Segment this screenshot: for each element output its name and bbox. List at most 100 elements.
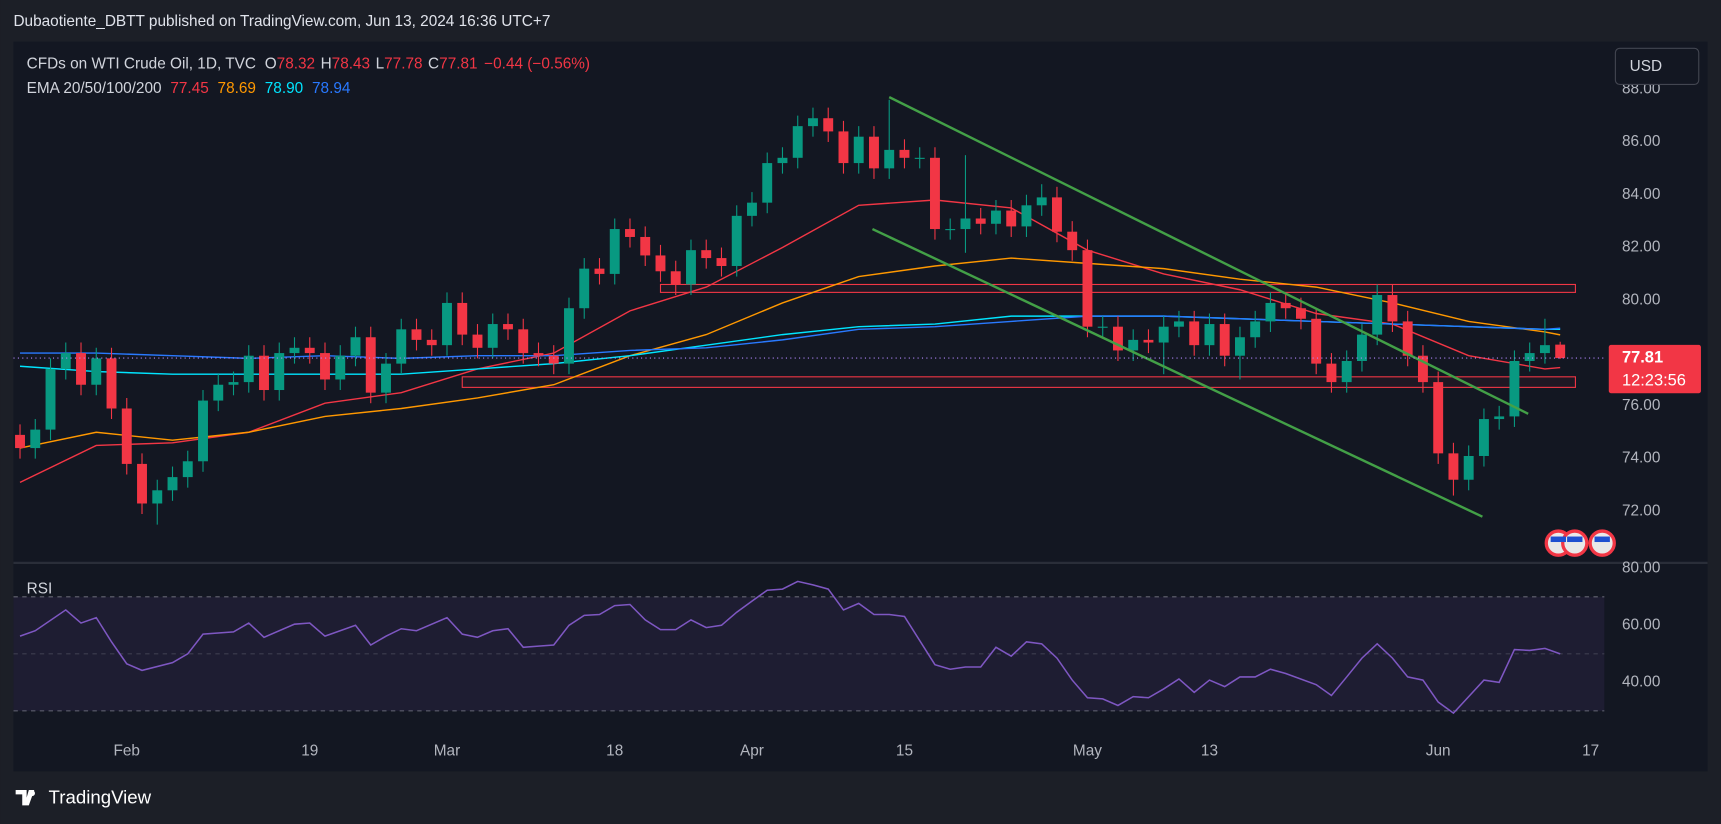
currency[interactable]: USD [1630,58,1662,75]
candle-body [259,355,269,391]
event-icon[interactable] [1588,529,1616,557]
candle-body [731,215,742,266]
last-price: 77.81 [1622,348,1663,366]
candle-body [487,324,498,348]
y-tick-label: 72.00 [1622,502,1660,519]
candle-body [411,329,422,340]
candle-body [1143,339,1154,343]
candle-body [289,347,300,354]
pane-title: RSI [27,580,53,597]
candle-body [320,353,330,380]
candle-body [1036,197,1047,206]
trendline [888,96,1529,415]
price-label-box [1608,344,1701,394]
candle-body [137,463,147,504]
x-tick-label: 15 [896,743,913,760]
ohlc-label: O [265,56,277,73]
candle-body [1097,326,1108,328]
candle-body [869,136,879,169]
candle-body [15,434,25,449]
candle-body [1509,360,1520,417]
candle-body [1356,334,1367,361]
candle-body [1463,455,1474,480]
y-tick-label: 84.00 [1622,186,1660,203]
change: −0.44 (−0.56%) [484,56,590,73]
candle-body [884,149,895,169]
legend-line: CFDs on WTI Crude Oil, 1D, TVC O78.32 H78.… [27,56,590,73]
candle-body [945,229,956,231]
candle-body [1067,231,1078,251]
event-icons [1544,529,1616,557]
x-tick-label: 17 [1582,743,1599,760]
candle-body [609,229,620,274]
trendline [871,227,1483,518]
brand: TradingView [49,787,152,808]
candle-body [228,382,239,385]
candle-body [1539,345,1550,354]
x-tick-label: May [1073,743,1102,760]
candle-body [213,384,224,401]
flag-stripe [1567,536,1583,543]
candle-body [899,149,910,158]
countdown: 12:23:56 [1622,371,1686,389]
ohlc-label: C [428,56,439,73]
candle-body [426,339,437,346]
candle-body [1112,326,1123,351]
legend: CFDs on WTI Crude Oil, 1D, TVC O78.32 H78.… [27,56,590,97]
publisher: Dubaotiente_DBTT published on TradingVie… [13,13,550,30]
candle-body [1280,302,1291,309]
candle-body [655,255,666,272]
x-tick-label: Feb [114,743,140,760]
candle-body [152,490,163,504]
candle-body [60,353,71,369]
candle-body [518,329,529,354]
candle-body [1433,382,1444,454]
candle-body [45,368,56,430]
indicator: EMA 20/50/100/200 [27,80,162,97]
candle-body [823,118,834,132]
candle-body [304,347,315,354]
candle-body [503,324,513,330]
x-tick-label: Apr [740,743,764,760]
candle-body [1402,321,1413,356]
candle-body [564,308,574,364]
candle-body [121,408,132,464]
candle-body [442,302,452,346]
legend-value: 78.94 [312,80,351,97]
y-tick-label: 76.00 [1622,397,1660,414]
candle-body [1387,295,1398,322]
support-zone [659,283,1576,293]
candle-body [808,118,818,127]
footer: TradingView [15,787,152,808]
price-axis: 72.0074.0076.0078.0080.0082.0084.0086.00… [1622,80,1660,519]
event-icon[interactable] [1561,529,1589,557]
support-zone [461,376,1576,388]
candle-body [350,337,361,356]
button-frame[interactable] [1614,47,1700,86]
candle-body [975,218,986,224]
candle-body [1555,344,1566,359]
candle-body [1158,326,1169,343]
legend-value: 77.45 [170,80,208,97]
x-tick-label: 13 [1201,743,1218,760]
candle-body [1219,324,1230,356]
candle-body [1128,339,1139,351]
candle-body [914,157,925,159]
x-tick-label: 18 [606,743,623,760]
ema-line [19,199,1561,484]
candle-body [243,355,254,383]
candle-body [274,353,285,391]
candle-body [853,136,864,164]
candle-body [182,461,193,478]
logo-dot [29,790,35,797]
ema-line [20,315,1561,360]
symbol: CFDs on WTI Crude Oil, 1D, TVC [27,56,256,73]
rsi-axis: 40.00 60.00 80.00 [1622,559,1660,690]
candle-body [579,268,590,309]
ohlc-value: 77.81 [439,56,477,73]
currency-button[interactable]: USD [1614,47,1700,86]
candle-body [716,258,727,266]
flag-stripe [1550,536,1567,543]
candle-body [472,334,483,348]
